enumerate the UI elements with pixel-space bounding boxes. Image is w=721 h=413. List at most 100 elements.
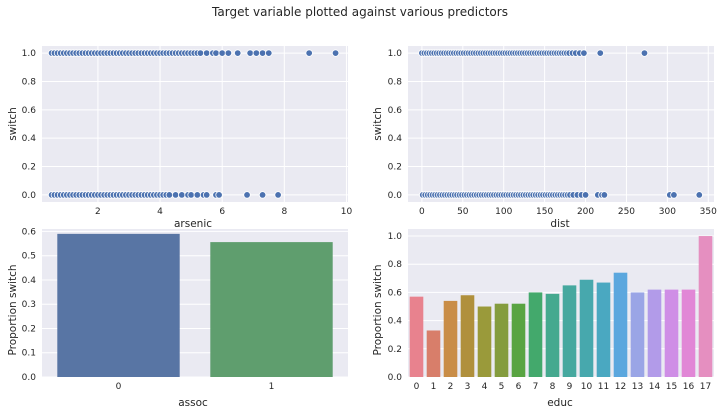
bar-educ-2 [443,300,458,377]
x-tick-label: 10 [341,207,353,217]
scatter-point [246,49,254,57]
scatter-point [212,49,220,57]
y-tick-label: 0.2 [388,163,402,173]
x-tick-label: 14 [649,382,661,392]
ylabel-assoc: Proportion switch [7,264,19,355]
x-tick-label: 200 [577,207,594,217]
xlabel-arsenic: arsenic [174,218,212,230]
scatter-point [178,191,186,199]
bar-educ-17 [698,236,713,377]
bar-educ-9 [562,285,577,377]
x-tick-label: 12 [615,382,626,392]
bar-educ-8 [545,293,560,377]
y-tick-label: 0.0 [388,373,403,383]
y-tick-label: 1.0 [22,49,37,59]
x-tick-label: 6 [516,382,522,392]
scatter-point [258,191,267,199]
scatter-point [234,49,242,57]
figure-title: Target variable plotted against various … [211,5,508,19]
x-tick-label: 50 [457,207,469,217]
x-tick-label: 8 [550,382,556,392]
x-tick-label: 16 [683,382,695,392]
scatter-point [252,49,261,57]
scatter-point [331,49,340,57]
y-tick-label: 0.3 [22,300,36,310]
xlabel-dist: dist [550,218,569,230]
x-tick-label: 0 [116,382,122,392]
y-tick-label: 0.6 [388,288,403,298]
y-tick-label: 0.4 [22,276,37,286]
bar-educ-10 [579,279,594,377]
x-tick-label: 150 [536,207,553,217]
scatter-point [224,49,233,57]
plot-area-educ [408,229,714,377]
x-tick-label: 2 [448,382,454,392]
y-tick-label: 0.2 [22,163,36,173]
y-tick-label: 0.5 [22,252,36,262]
x-tick-label: 5 [499,382,505,392]
bar-educ-6 [511,303,526,377]
scatter-point [193,191,202,199]
bar-educ-16 [681,289,696,377]
scatter-point [670,191,678,199]
scatter-point [202,191,211,199]
bar-assoc-0 [57,233,180,377]
bar-educ-1 [426,330,441,377]
y-tick-label: 0.6 [22,106,37,116]
plot-area-dist [408,46,714,202]
x-tick-label: 1 [431,382,437,392]
x-tick-label: 1 [269,382,275,392]
y-tick-label: 0.8 [388,260,403,270]
y-tick-label: 1.0 [388,49,403,59]
bar-educ-15 [664,289,679,377]
scatter-point [596,49,604,57]
scatter-point [218,49,226,57]
x-tick-label: 4 [482,382,488,392]
scatter-point [187,191,195,199]
scatter-point [215,191,223,199]
bar-educ-7 [528,292,543,377]
y-tick-label: 1.0 [388,232,403,242]
x-tick-label: 7 [533,382,539,392]
x-tick-label: 13 [632,382,643,392]
ylabel-educ: Proportion switch [372,264,384,355]
x-tick-label: 9 [567,382,573,392]
scatter-point [305,49,313,57]
y-tick-label: 0.2 [22,324,36,334]
x-tick-label: 10 [581,382,593,392]
bar-educ-4 [477,306,492,377]
bar-educ-0 [409,296,424,377]
bar-educ-12 [613,272,628,377]
scatter-point [274,191,282,199]
scatter-point [600,191,609,199]
scatter-point [581,191,590,199]
xlabel-assoc: assoc [178,397,208,409]
x-tick-label: 300 [659,207,676,217]
scatter-point [265,49,273,57]
y-tick-label: 0.0 [22,373,37,383]
chart-educ-bar: 0.00.20.40.60.81.00 1 2 3 4 5 6 7 8 9 10 11 12 13 14 15… [372,229,714,409]
bar-educ-11 [596,282,611,377]
scatter-point [165,191,174,199]
y-tick-label: 0.0 [388,191,403,201]
chart-dist-scatter: 0.00.20.40.60.81.00 50 100 150 200 250 300 350 … [372,46,717,230]
bar-assoc-1 [210,242,333,377]
y-tick-label: 0.1 [22,349,36,359]
bar-educ-13 [630,292,645,377]
scatter-point [258,49,267,57]
xlabel-educ: educ [547,397,573,409]
x-tick-label: 0 [419,207,425,217]
x-tick-label: 250 [618,207,635,217]
bar-educ-14 [647,289,662,377]
x-tick-label: 11 [598,382,609,392]
plot-area-arsenic [42,46,348,202]
x-tick-label: 8 [281,207,287,217]
y-tick-label: 0.4 [388,134,403,144]
x-tick-label: 0 [414,382,420,392]
y-tick-label: 0.6 [388,106,403,116]
ylabel-arsenic: switch [7,107,19,141]
scatter-point [202,49,211,57]
scatter-point [171,191,180,199]
x-tick-label: 15 [666,382,677,392]
